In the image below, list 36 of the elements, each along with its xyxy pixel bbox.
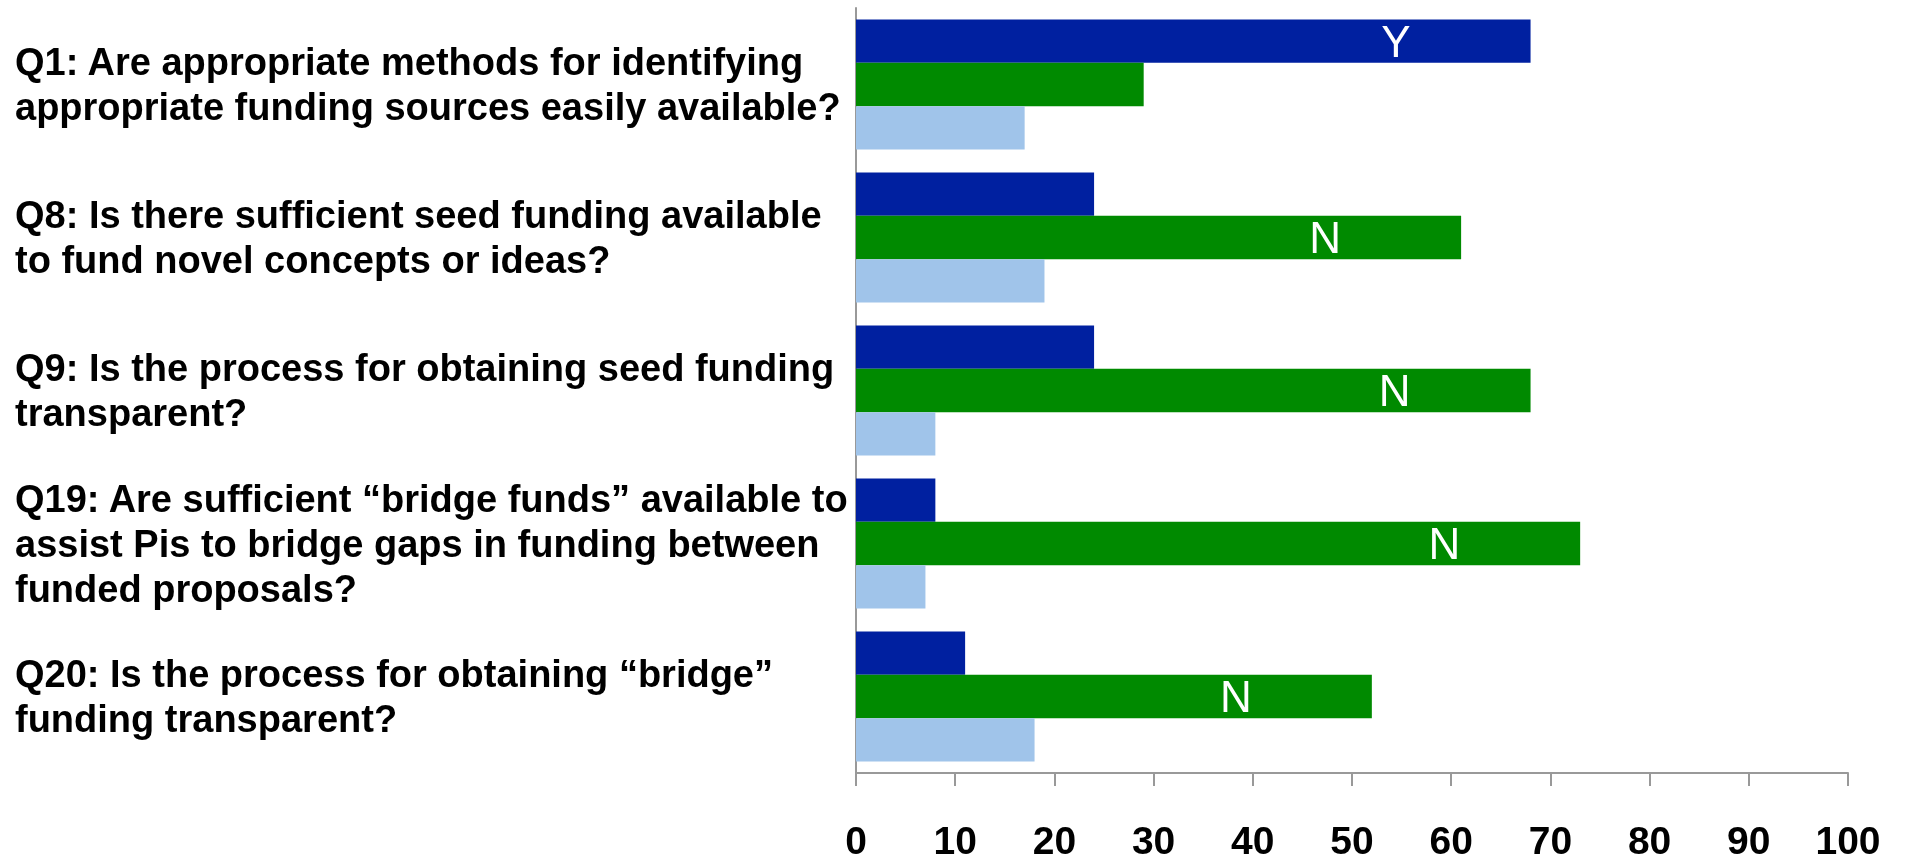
y-tick-label: Q20: Is the process for obtaining “bridge” funding transparent?	[15, 653, 773, 740]
y-tick-label: Q8: Is there sufficient seed funding available to fund novel concepts or ideas?	[15, 194, 822, 281]
bar	[856, 412, 936, 456]
bar	[856, 325, 1095, 369]
bar	[856, 631, 966, 675]
data-label: N	[1378, 366, 1411, 415]
x-tick-label: 100	[1815, 819, 1881, 862]
x-tick-label: 80	[1627, 819, 1672, 862]
data-label: N	[1309, 213, 1342, 262]
data-label: Y	[1381, 16, 1411, 66]
bar	[856, 674, 1372, 719]
data-label: N	[1428, 519, 1461, 568]
x-tick-label: 50	[1330, 819, 1374, 862]
bar	[856, 368, 1531, 413]
bar	[856, 478, 936, 522]
x-tick-label: 20	[1032, 819, 1077, 862]
bar	[856, 259, 1045, 303]
bar	[856, 62, 1144, 107]
x-tick-label: 10	[933, 819, 977, 862]
x-tick-label: 70	[1528, 819, 1573, 862]
bar	[856, 718, 1035, 762]
bar	[856, 19, 1531, 63]
bar	[856, 215, 1462, 260]
x-tick-label: 40	[1231, 819, 1275, 862]
bar	[856, 172, 1095, 216]
y-tick-label: Q19: Are sufficient “bridge funds” available to assist Pis to bridge gaps in funding between funded proposals?	[15, 477, 848, 610]
x-tick-label: 90	[1727, 819, 1771, 862]
x-tick-label: 30	[1131, 819, 1176, 862]
y-tick-label: Q1: Are appropriate methods for identifying appropriate funding sources easily available?	[15, 41, 841, 128]
x-tick-label: 60	[1429, 819, 1473, 862]
x-tick-label: 0	[845, 819, 867, 862]
y-tick-label: Q9: Is the process for obtaining seed funding transparent?	[15, 347, 835, 434]
bar	[856, 106, 1025, 150]
bar	[856, 521, 1581, 566]
bar	[856, 565, 926, 609]
data-label: N	[1220, 672, 1252, 721]
